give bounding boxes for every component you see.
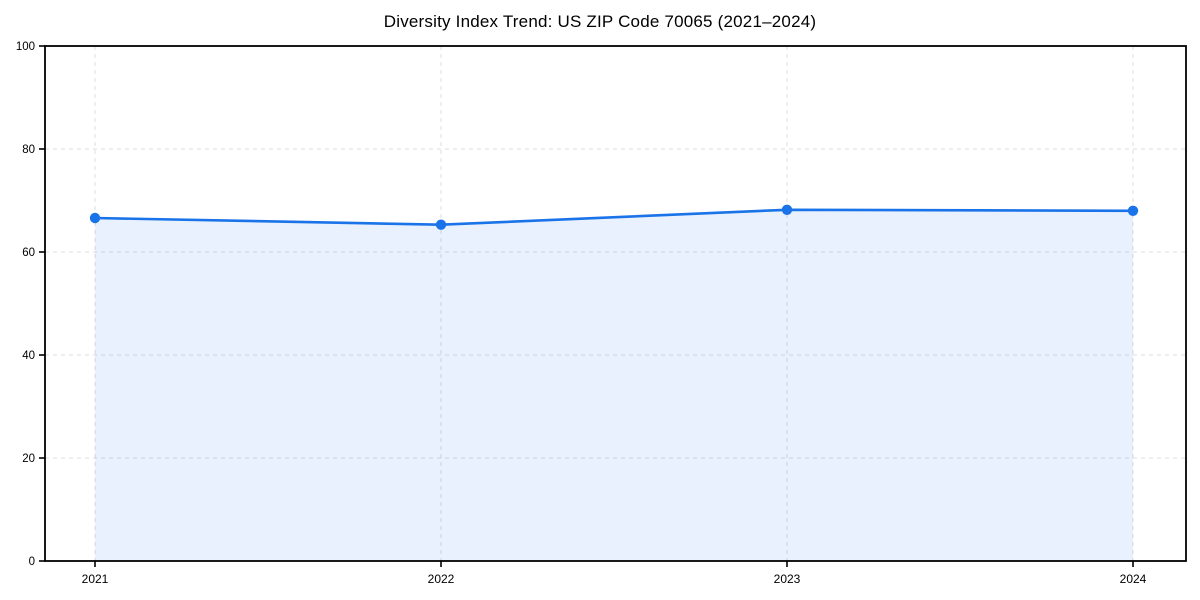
y-tick-label: 20 bbox=[22, 453, 35, 465]
data-point-marker bbox=[89, 212, 101, 224]
plot-border bbox=[44, 45, 1187, 562]
area-fill bbox=[95, 209, 1133, 561]
chart-title: Diversity Index Trend: US ZIP Code 70065… bbox=[383, 12, 817, 31]
y-tick-label: 80 bbox=[22, 144, 35, 156]
y-tick-label: 0 bbox=[29, 556, 35, 568]
x-tick-label: 2021 bbox=[82, 572, 109, 586]
data-point-marker bbox=[435, 219, 447, 230]
y-tick-label: 100 bbox=[16, 41, 35, 53]
x-tick-label: 2024 bbox=[1120, 572, 1147, 586]
y-tick-label: 60 bbox=[22, 247, 35, 259]
data-point-marker bbox=[781, 204, 793, 215]
x-tick-label: 2022 bbox=[428, 572, 455, 586]
trend-line bbox=[93, 208, 1135, 227]
y-tick-label: 40 bbox=[22, 350, 35, 362]
x-tick-label: 2023 bbox=[774, 572, 801, 586]
data-point-marker bbox=[1127, 205, 1139, 216]
